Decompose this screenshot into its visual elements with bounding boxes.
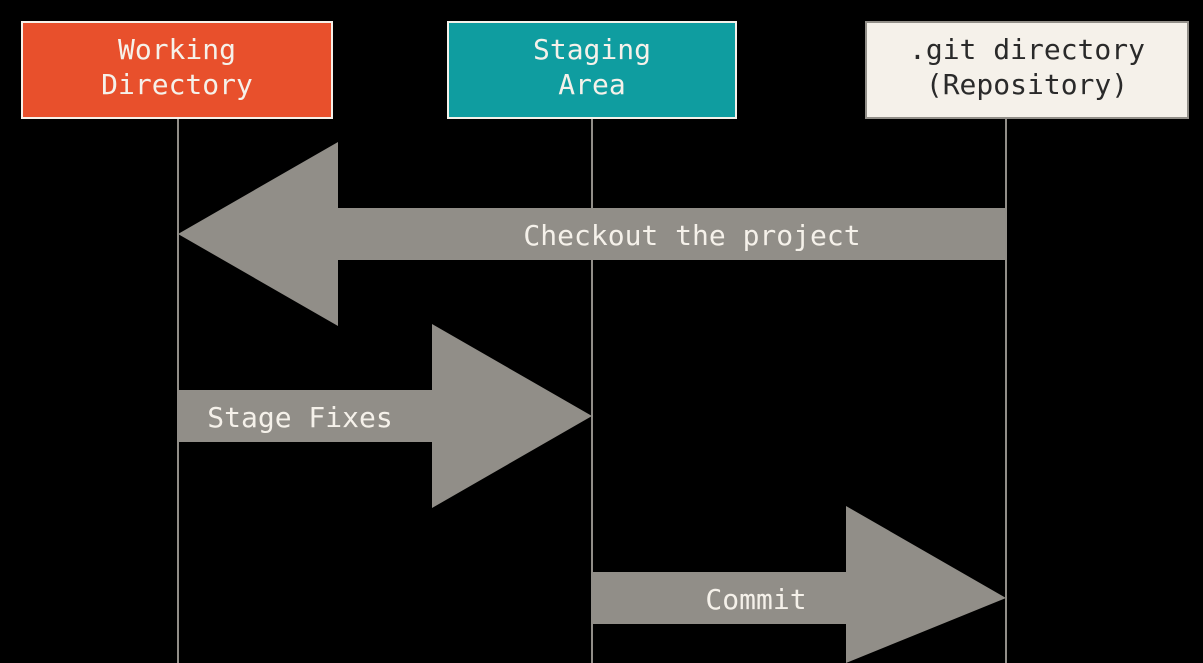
arrow-label-stage: Stage Fixes bbox=[207, 401, 392, 434]
arrow-label-commit: Commit bbox=[705, 583, 806, 616]
git-workflow-diagram: Checkout the projectStage FixesCommitWor… bbox=[0, 0, 1203, 663]
arrow-label-checkout: Checkout the project bbox=[523, 219, 860, 252]
